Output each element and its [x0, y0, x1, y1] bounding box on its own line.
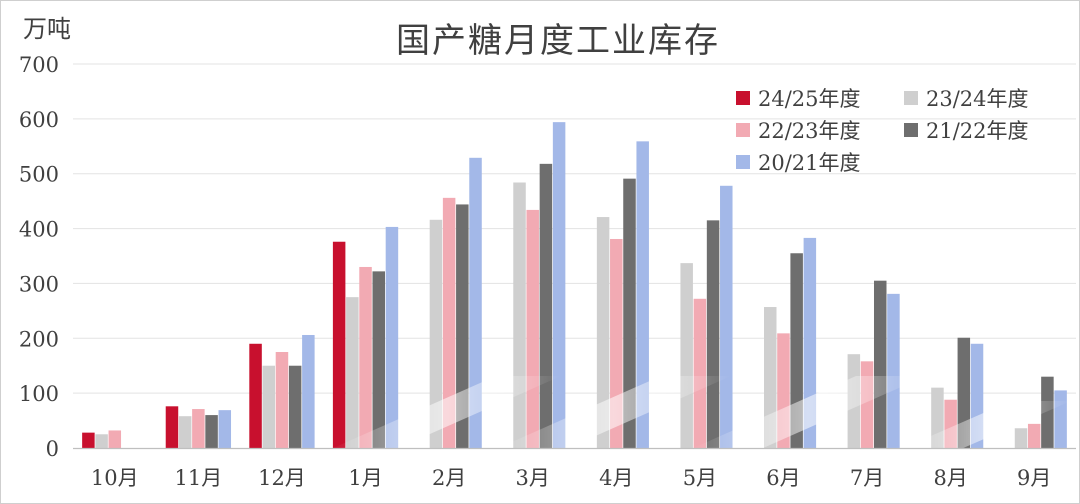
legend-item-24-25: 24/25年度 [736, 85, 904, 111]
bar [456, 204, 469, 448]
bar [469, 157, 482, 448]
x-tick-label: 1月 [348, 466, 382, 490]
y-tick-label: 600 [19, 108, 59, 132]
legend-swatch [736, 91, 750, 105]
y-tick-label: 500 [19, 163, 59, 187]
bar [429, 219, 443, 448]
y-tick-label: 400 [19, 218, 59, 242]
legend-label: 22/23年度 [758, 119, 861, 143]
x-tick-label: 7月 [850, 466, 884, 490]
legend-swatch [736, 155, 750, 169]
x-tick-label: 2月 [432, 466, 466, 490]
legend-label: 20/21年度 [758, 151, 861, 175]
legend-label: 21/22年度 [926, 119, 1029, 143]
legend-item-21-22: 21/22年度 [904, 117, 1064, 143]
bar [539, 163, 553, 448]
bar [249, 343, 262, 448]
x-tick-label: 9月 [1017, 466, 1051, 490]
legend-item-22-23: 22/23年度 [736, 117, 904, 143]
bar [873, 280, 887, 448]
bar [359, 266, 372, 448]
bar [526, 209, 539, 448]
x-axis-ticks: 10月 11月 12月 1月 2月 3月 4月 5月 6月 7月 8月 9月 [91, 466, 1051, 490]
bar [1027, 423, 1041, 448]
bar [1014, 428, 1028, 448]
y-axis-unit-label: 万吨 [23, 15, 71, 43]
bar [275, 352, 289, 448]
bar [302, 334, 315, 448]
bar [706, 220, 720, 448]
bar [346, 297, 359, 448]
y-tick-label: 100 [19, 382, 59, 406]
legend-swatch [736, 123, 750, 137]
legend: 24/25年度 23/24年度 22/23年度 21/22年度 20/21年度 [736, 85, 1066, 175]
bar [680, 263, 693, 448]
bar [887, 293, 900, 448]
bar [442, 197, 456, 448]
bar [372, 271, 385, 448]
bar [623, 178, 636, 448]
x-tick-label: 10月 [91, 466, 139, 490]
bar [218, 410, 232, 448]
bar [1054, 390, 1067, 448]
chart-title: 国产糖月度工业库存 [396, 21, 720, 61]
x-tick-label: 8月 [933, 466, 967, 490]
legend-swatch [904, 91, 918, 105]
bar [513, 182, 526, 448]
bar [205, 415, 218, 448]
x-tick-label: 11月 [175, 466, 223, 490]
x-tick-label: 4月 [599, 466, 633, 490]
y-tick-label: 300 [19, 272, 59, 296]
legend-item-23-24: 23/24年度 [904, 85, 1064, 111]
y-tick-label: 0 [46, 437, 59, 461]
bar [178, 416, 192, 448]
x-tick-label: 3月 [516, 466, 550, 490]
y-axis-ticks: 0 100 200 300 400 500 600 700 [19, 53, 59, 461]
x-tick-label: 6月 [766, 466, 800, 490]
watermark-shine [331, 376, 1071, 449]
bar [332, 241, 346, 448]
bar [192, 409, 205, 448]
x-tick-label: 5月 [683, 466, 717, 490]
legend-item-20-21: 20/21年度 [736, 149, 904, 175]
bar [596, 217, 610, 448]
bar [552, 122, 566, 449]
x-tick-label: 12月 [258, 466, 306, 490]
legend-label: 24/25年度 [758, 87, 861, 111]
bar [693, 298, 707, 448]
bar [288, 365, 302, 448]
bar [262, 365, 276, 448]
legend-label: 23/24年度 [926, 87, 1029, 111]
bar [82, 432, 95, 448]
gridlines [73, 63, 1076, 394]
bar [636, 141, 649, 448]
bar [95, 434, 108, 448]
bar [860, 361, 874, 448]
y-tick-label: 700 [19, 53, 59, 77]
bar [720, 185, 733, 449]
bar [108, 430, 122, 448]
bar [165, 406, 179, 448]
bar [385, 226, 399, 448]
bar [790, 253, 803, 448]
bar [1041, 376, 1054, 448]
legend-swatch [904, 123, 918, 137]
y-tick-label: 200 [19, 327, 59, 351]
